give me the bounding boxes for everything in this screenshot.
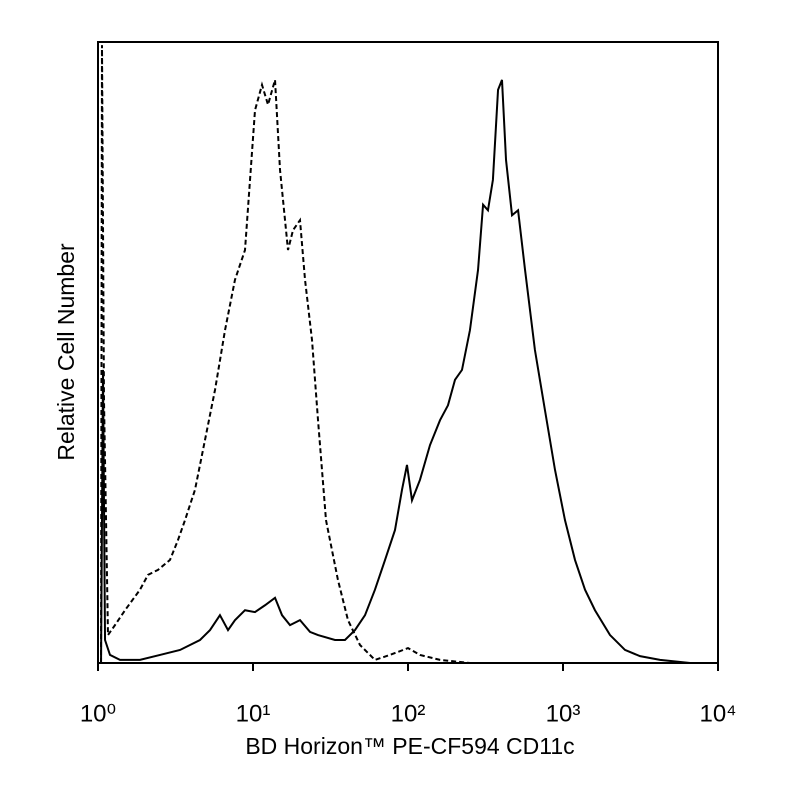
y-axis-label: Relative Cell Number [53,243,79,461]
x-tick-label: 10⁰ [80,700,116,727]
x-tick-label: 10¹ [236,700,271,727]
histogram-line [100,79,718,664]
plot-frame [97,41,719,664]
x-tick-label: 10² [391,700,426,727]
x-axis-label: BD Horizon™ PE-CF594 CD11c [245,733,574,759]
histogram-line [100,45,718,664]
x-tick-label: 10³ [546,700,581,727]
x-tick-label: 10⁴ [699,700,736,727]
